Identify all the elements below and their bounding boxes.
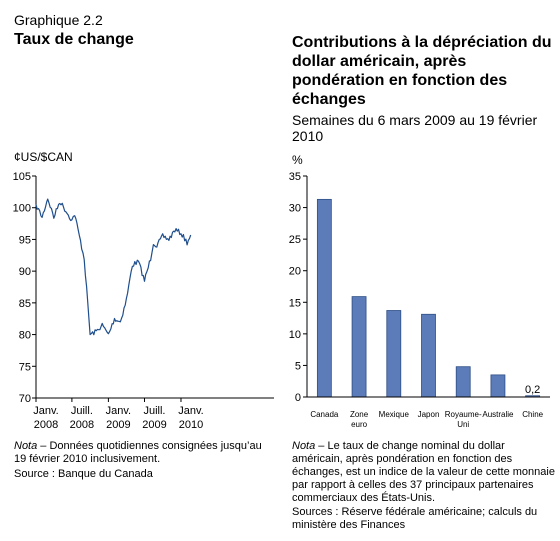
left-x-tick-label-line: 2008 — [34, 419, 58, 431]
right-chart-title: Contributions à la dépréciation du dolla… — [292, 34, 552, 108]
bar-category-label: Royaume-Uni — [445, 410, 482, 429]
left-x-tick-label: Juill. 2009 — [142, 405, 166, 431]
left-note-text: – Données quotidiennes consignées jusqu’… — [14, 440, 262, 465]
left-y-tick-label: 70 — [19, 393, 31, 405]
left-x-tick-label-line: Juill. — [71, 405, 93, 417]
left-x-tick-label-line: Juill. — [143, 405, 165, 417]
right-y-tick-label: 10 — [289, 329, 301, 341]
left-y-axis-label: ¢US/$CAN — [14, 150, 73, 164]
bar-category-label: Japon — [418, 410, 440, 419]
left-x-tick-label: Janv. 2008 — [33, 405, 58, 431]
bar — [455, 366, 471, 398]
right-y-tick-label: 5 — [295, 360, 301, 372]
right-y-tick-label: 15 — [289, 297, 301, 309]
right-bar-chart: % 0 5 10 15 20 25 30 35 Canada Zone euro Mexique Japo… — [289, 153, 550, 429]
right-y-tick-label: 20 — [289, 266, 301, 278]
left-y-tick-label: 105 — [13, 171, 31, 183]
bar-category-label-line: Chine — [522, 410, 543, 419]
left-source: Source : Banque du Canada — [14, 468, 153, 480]
bar-category-label-line: Australie — [482, 410, 514, 419]
right-y-axis-label: % — [292, 153, 303, 167]
bar-category-label: Mexique — [379, 410, 410, 419]
left-x-tick-label: Juill. 2008 — [70, 405, 94, 431]
left-y-tick-label: 85 — [19, 298, 31, 310]
bar — [351, 296, 367, 398]
right-y-tick-label: 30 — [289, 203, 301, 215]
right-source: Sources : Réserve fédérale américaine; c… — [292, 506, 538, 531]
bar-category-label: Chine — [522, 410, 543, 419]
bar-category-label-line: Zone — [350, 410, 369, 419]
left-note-label: Nota — [14, 440, 38, 452]
left-x-tick-label-line: 2008 — [70, 419, 94, 431]
right-chart-subtitle: Semaines du 6 mars 2009 au 19 février 20… — [292, 112, 538, 144]
left-y-tick-label: 100 — [13, 203, 31, 215]
bar-data-label: 0,2 — [525, 384, 540, 396]
bar — [490, 374, 506, 398]
bar-category-label: Canada — [310, 410, 339, 419]
right-note-label: Nota — [292, 440, 316, 452]
left-y-tick-label: 80 — [19, 330, 31, 342]
bar-category-label-line: Royaume- — [445, 410, 482, 419]
right-y-tick-label: 25 — [289, 234, 301, 246]
left-y-tick-label: 90 — [19, 266, 31, 278]
bar-category-label: Zone euro — [350, 410, 369, 429]
left-note: Nota – Données quotidiennes consignées j… — [14, 440, 274, 466]
left-x-tick-label-line: Janv. — [33, 405, 58, 417]
bar — [421, 313, 436, 398]
exchange-rate-line — [35, 198, 192, 336]
left-x-tick-label-line: 2010 — [179, 419, 203, 431]
left-chart-title: Taux de change — [14, 31, 134, 48]
bar-category-label-line: Uni — [457, 420, 469, 429]
bar-category-label-line: Japon — [418, 410, 440, 419]
bar-category-label-line: euro — [351, 420, 368, 429]
bar-category-label-line: Canada — [310, 410, 339, 419]
left-x-tick-label-line: Janv. — [178, 405, 203, 417]
left-x-tick-label: Janv. 2009 — [106, 405, 131, 431]
right-note-text: – Le taux de change nominal du dollar am… — [292, 440, 555, 504]
bar-category-label-line: Mexique — [379, 410, 410, 419]
left-x-tick-label-line: 2009 — [142, 419, 166, 431]
right-note: Nota – Le taux de change nominal du doll… — [292, 440, 558, 505]
figure-number: Graphique 2.2 — [14, 12, 103, 28]
right-y-tick-label: 35 — [289, 171, 301, 183]
left-x-tick-label-line: 2009 — [106, 419, 130, 431]
right-y-tick-label: 0 — [295, 392, 301, 404]
left-x-tick-label: Janv. 2010 — [178, 405, 203, 431]
left-x-tick-label-line: Janv. — [106, 405, 131, 417]
left-y-tick-label: 95 — [19, 234, 31, 246]
bar-category-label: Australie — [482, 410, 514, 419]
bar — [386, 310, 402, 398]
bar — [316, 198, 332, 398]
left-y-tick-label: 75 — [19, 361, 31, 373]
